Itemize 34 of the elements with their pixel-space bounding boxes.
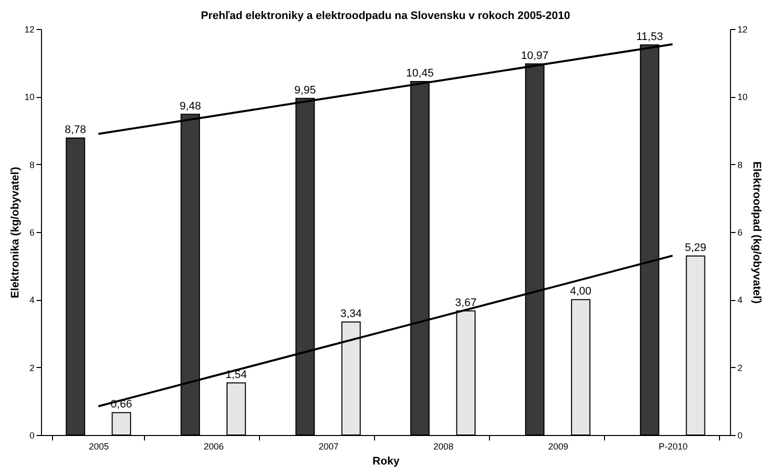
- y-tick-label: 6: [29, 228, 34, 238]
- x-tick-label: P-2010: [658, 442, 688, 452]
- y2-tick-label: 2: [738, 362, 743, 373]
- data-label: 5,29: [684, 242, 706, 254]
- data-label: 3,67: [455, 296, 477, 309]
- y2-tick-label: 4: [738, 295, 743, 306]
- x-tick-label: 2006: [204, 442, 224, 452]
- y-tick-label: 4: [29, 295, 34, 306]
- x-tick-label: 2008: [433, 442, 454, 452]
- y-tick-label: 0: [29, 430, 34, 440]
- y-tick-label: 2: [29, 362, 34, 373]
- y-tick-label: 12: [24, 24, 34, 34]
- x-axis-title: Roky: [372, 456, 400, 468]
- data-label: 11,53: [636, 30, 663, 43]
- data-label: 10,45: [406, 67, 434, 80]
- y2-axis-title: Elektroodpad (kg/obyvateľ): [750, 161, 763, 304]
- data-label: 4,00: [570, 286, 592, 298]
- y2-tick-label: 12: [738, 24, 748, 34]
- y2-tick-label: 10: [738, 92, 748, 102]
- data-label: 9,48: [180, 100, 201, 112]
- y-axis-title: Elektronika (kg/obyvateľ): [9, 166, 22, 298]
- y2-tick-label: 6: [738, 228, 743, 238]
- y2-tick-label: 8: [738, 160, 743, 170]
- y-tick-label: 10: [24, 92, 34, 102]
- y2-tick-label: 0: [738, 430, 743, 440]
- data-label: 9,95: [294, 84, 316, 96]
- data-label: 10,97: [521, 50, 549, 62]
- y-tick-label: 8: [29, 160, 34, 170]
- x-tick-label: 2005: [88, 442, 109, 452]
- x-tick-label: 2009: [548, 442, 568, 452]
- chart-title: Prehľad elektroniky a elektroodpadu na Slovensku v rokoch 2005-2010: [200, 10, 570, 22]
- x-tick-label: 2007: [318, 442, 339, 452]
- data-label: 3,34: [340, 308, 362, 320]
- data-label: 8,78: [64, 124, 86, 136]
